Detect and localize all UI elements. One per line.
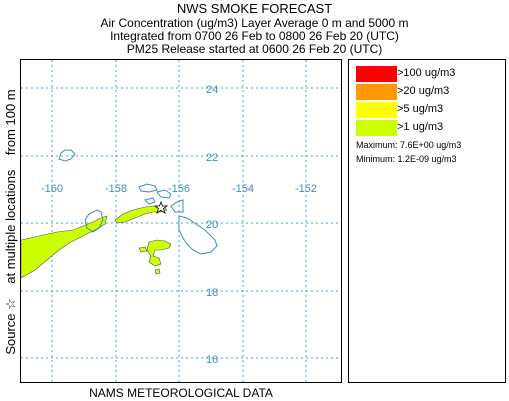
coast-hawaii: [178, 215, 218, 255]
lon-label-152: -152: [295, 183, 317, 195]
legend-label-100: >100 ug/m3: [397, 67, 456, 79]
concentration-description: Air Concentration (ug/m3) Layer Average …: [100, 16, 409, 30]
lon-labels: -160 -158 -156 -154 -152: [41, 183, 317, 195]
lat-label-20: 20: [206, 219, 218, 231]
coast-lanai: [144, 197, 156, 205]
lat-label-22: 22: [206, 152, 218, 164]
smoke-plume: [21, 205, 172, 279]
coastlines: [58, 149, 218, 255]
map-canvas: 24 22 20 18 16 -160 -158 -156 -154 -152: [21, 60, 341, 382]
lat-label-18: 18: [206, 287, 218, 299]
plume-small-1: [138, 246, 148, 253]
source-star-icon: [153, 200, 169, 214]
coast-kauai: [84, 209, 104, 233]
source-label-part3: from 100 m: [3, 89, 18, 156]
lon-label-160: -160: [41, 183, 63, 195]
meteorological-data-label: NAMS METEOROLOGICAL DATA: [89, 386, 273, 400]
lat-label-24: 24: [206, 84, 218, 96]
plume-west: [21, 215, 108, 279]
lat-label-16: 16: [206, 354, 218, 366]
legend-label-1: >1 ug/m3: [397, 121, 444, 133]
forecast-title: NWS SMOKE FORECAST: [176, 1, 333, 16]
legend-maximum: Maximum: 7.6E+00 ug/m3: [356, 140, 462, 150]
legend-swatch-1: [356, 120, 397, 136]
plume-small-2: [154, 268, 161, 275]
map-panel: 24 22 20 18 16 -160 -158 -156 -154 -152: [20, 59, 342, 383]
integration-period: Integrated from 0700 26 Feb to 0800 26 F…: [110, 29, 399, 43]
plume-south: [146, 239, 172, 267]
legend-label-5: >5 ug/m3: [397, 103, 444, 115]
coast-maui-north: [156, 189, 172, 199]
lon-label-156: -156: [168, 183, 190, 195]
release-info: PM25 Release started at 0600 26 Feb 20 (…: [126, 42, 383, 56]
source-label: Source ☆ at multiple locations from 100 …: [3, 57, 19, 387]
legend-panel: >100 ug/m3 >20 ug/m3 >5 ug/m3 >1 ug/m3 M…: [348, 59, 506, 383]
legend-swatch-5: [356, 102, 397, 118]
lon-label-158: -158: [105, 183, 127, 195]
legend-minimum: Minimum: 1.2E-09 ug/m3: [356, 154, 457, 164]
source-label-part2: at multiple locations: [3, 169, 18, 284]
legend-swatch-20: [356, 84, 397, 100]
coast-niihau: [58, 149, 76, 162]
coast-maui: [170, 199, 184, 213]
legend-label-20: >20 ug/m3: [397, 85, 450, 97]
lat-labels: 24 22 20 18 16: [206, 84, 218, 366]
legend-swatch-100: [356, 66, 397, 82]
graticule: [21, 60, 341, 382]
coast-molokai: [138, 183, 158, 193]
lon-label-154: -154: [232, 183, 254, 195]
source-label-part1: Source ☆: [3, 298, 18, 355]
